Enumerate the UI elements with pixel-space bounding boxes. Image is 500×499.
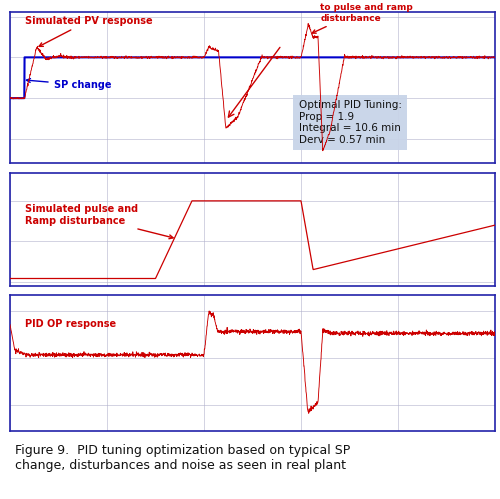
- Text: Figure 9.  PID tuning optimization based on typical SP
change, disturbances and : Figure 9. PID tuning optimization based …: [15, 445, 350, 473]
- Text: PID OP response: PID OP response: [24, 319, 116, 329]
- Text: PV deviations due
to pulse and ramp
disturbance: PV deviations due to pulse and ramp dist…: [312, 0, 413, 33]
- Text: SP change: SP change: [26, 78, 111, 90]
- Text: Optimal PID Tuning:
Prop = 1.9
Integral = 10.6 min
Derv = 0.57 min: Optimal PID Tuning: Prop = 1.9 Integral …: [298, 100, 402, 145]
- Text: Simulated pulse and
Ramp disturbance: Simulated pulse and Ramp disturbance: [24, 204, 173, 239]
- Text: Simulated PV response: Simulated PV response: [24, 16, 152, 46]
